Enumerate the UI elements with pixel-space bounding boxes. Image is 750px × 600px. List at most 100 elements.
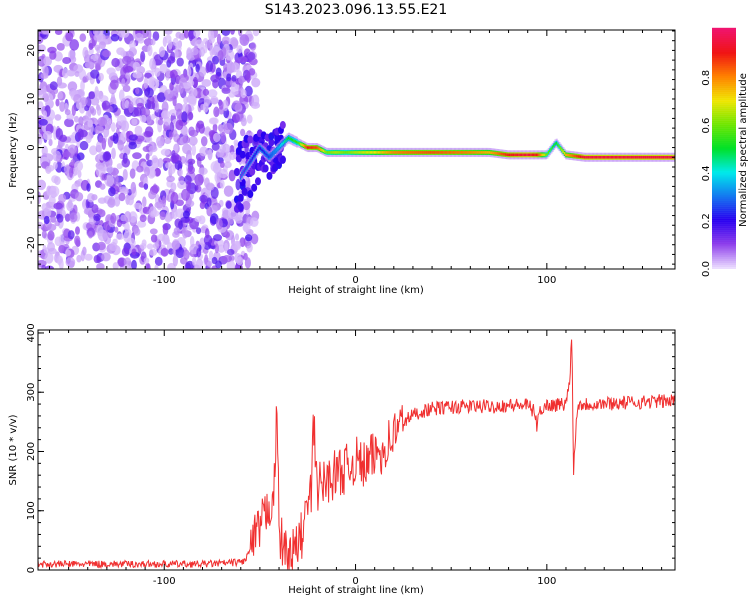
ridge-core bbox=[259, 147, 262, 150]
ridge-core bbox=[630, 155, 633, 159]
noise-blob bbox=[148, 145, 158, 153]
noise-blob bbox=[110, 122, 116, 132]
colorbar-swatch bbox=[712, 168, 736, 171]
colorbar-swatch bbox=[712, 196, 736, 199]
colorbar-swatch bbox=[712, 122, 736, 125]
ridge-core bbox=[439, 151, 442, 154]
ridge-core bbox=[353, 151, 356, 154]
colorbar-swatch bbox=[712, 252, 736, 255]
ridge-core bbox=[344, 151, 347, 154]
ridge-core bbox=[526, 153, 529, 157]
ridge-core bbox=[443, 151, 446, 154]
noise-blob bbox=[239, 34, 250, 46]
colorbar-swatch bbox=[712, 69, 736, 73]
ridge-core bbox=[567, 153, 570, 157]
ridge-core bbox=[668, 155, 671, 159]
noise-blob bbox=[183, 249, 190, 260]
noise-blob bbox=[220, 161, 225, 168]
colorbar-swatch bbox=[712, 166, 736, 169]
noise-blob bbox=[152, 242, 160, 250]
ridge-core bbox=[545, 153, 548, 157]
noise-blob bbox=[187, 158, 196, 165]
noise-blob bbox=[123, 231, 132, 243]
colorbar-swatch bbox=[712, 43, 736, 47]
noise-blob bbox=[214, 243, 219, 254]
noise-blob bbox=[97, 241, 106, 251]
noise-blob bbox=[97, 229, 108, 242]
noise-blob bbox=[56, 42, 65, 51]
ridge-core bbox=[265, 152, 268, 156]
noise-blob bbox=[121, 247, 130, 257]
noise-blob bbox=[131, 248, 137, 256]
ridge-core bbox=[444, 151, 447, 154]
ridge-core bbox=[533, 153, 536, 157]
colorbar-tick-label: 0.0 bbox=[701, 261, 712, 277]
noise-blob bbox=[249, 42, 257, 51]
ridge-core bbox=[441, 151, 444, 154]
noise-blob bbox=[75, 226, 80, 235]
noise-blob bbox=[74, 160, 84, 172]
noise-blob bbox=[246, 114, 253, 124]
noise-blob bbox=[96, 263, 105, 269]
x-tick-label: 0 bbox=[352, 576, 358, 587]
plot-frame bbox=[37, 329, 676, 571]
noise-blob bbox=[221, 30, 231, 36]
colorbar-swatch bbox=[712, 47, 736, 51]
ridge-core bbox=[458, 151, 461, 154]
colorbar-swatch bbox=[712, 250, 736, 253]
ridge-core bbox=[589, 155, 592, 159]
noise-blob bbox=[213, 234, 223, 242]
ridge-core bbox=[330, 151, 333, 154]
colorbar-swatch bbox=[712, 61, 736, 65]
noise-blob bbox=[70, 159, 76, 167]
ridge-core bbox=[537, 153, 540, 157]
noise-blob bbox=[101, 252, 111, 262]
ridge-core bbox=[547, 151, 550, 154]
colorbar-swatch bbox=[712, 88, 736, 91]
noise-blob bbox=[132, 152, 142, 160]
ridge-core bbox=[550, 147, 553, 151]
ridge-core bbox=[384, 151, 387, 154]
ridge-core bbox=[258, 146, 261, 150]
noise-blob bbox=[228, 169, 236, 182]
ridge-core bbox=[287, 136, 290, 140]
noise-blob bbox=[131, 118, 138, 126]
noise-blob bbox=[49, 50, 57, 60]
noise-blob bbox=[206, 260, 213, 267]
colorbar-swatch bbox=[712, 104, 736, 107]
ridge-core bbox=[565, 153, 568, 157]
ridge-core bbox=[293, 139, 296, 143]
colorbar-swatch bbox=[712, 108, 736, 111]
noise-blob bbox=[185, 199, 195, 208]
ridge-core bbox=[577, 155, 580, 158]
ridge-core bbox=[396, 151, 399, 154]
ridge-core bbox=[456, 151, 459, 154]
noise-blob bbox=[111, 57, 120, 68]
colorbar-swatch bbox=[712, 186, 736, 189]
ridge-core bbox=[543, 153, 546, 157]
noise-blob bbox=[118, 192, 126, 202]
colorbar-swatch bbox=[712, 214, 736, 217]
ridge-core bbox=[429, 151, 432, 154]
noise-blob bbox=[111, 147, 116, 160]
ridge-core bbox=[448, 151, 451, 154]
noise-blob bbox=[154, 264, 159, 269]
colorbar-swatch bbox=[712, 188, 736, 191]
colorbar-swatch bbox=[712, 256, 736, 259]
noise-blob bbox=[250, 233, 259, 245]
noise-blob bbox=[143, 183, 149, 190]
ridge-core bbox=[500, 152, 503, 156]
ridge-core bbox=[304, 144, 307, 148]
noise-blob bbox=[67, 230, 75, 240]
ridge-core bbox=[507, 153, 510, 157]
noise-blob bbox=[157, 118, 164, 126]
noise-blob bbox=[163, 116, 171, 126]
noise-blob bbox=[154, 256, 163, 267]
noise-blob bbox=[170, 192, 179, 204]
noise-blob bbox=[173, 227, 181, 235]
noise-blob bbox=[151, 157, 160, 169]
noise-blob bbox=[84, 61, 95, 69]
noise-blob bbox=[163, 237, 170, 245]
ridge-core bbox=[648, 155, 651, 159]
noise-blob bbox=[107, 117, 112, 125]
